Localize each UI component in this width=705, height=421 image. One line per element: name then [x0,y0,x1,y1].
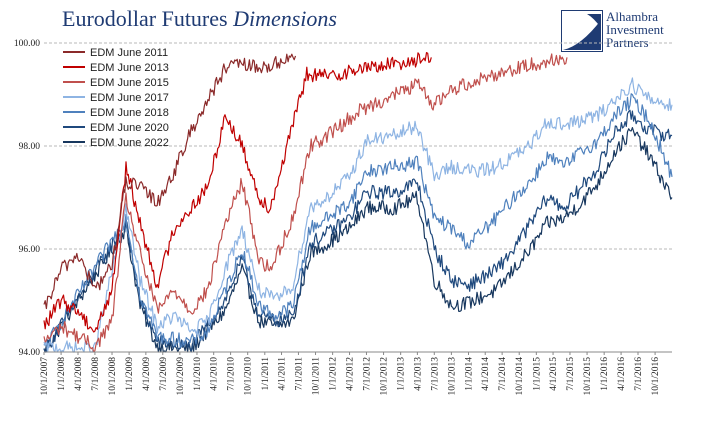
chart-title-italic: Dimensions [233,6,337,31]
legend-label: EDM June 2022 [90,137,169,149]
legend-label: EDM June 2020 [90,122,169,134]
y-tick-label: 94.00 [19,348,41,358]
x-tick-label: 4/1/2008 [74,357,84,391]
x-tick-label: 7/1/2008 [91,357,101,391]
x-tick-label: 1/1/2016 [600,357,610,391]
y-tick-label: 100.00 [14,39,40,49]
x-tick-label: 4/1/2011 [278,357,288,391]
y-tick-label: 98.00 [19,142,41,152]
x-tick-label: 7/1/2013 [430,357,440,391]
series-line [43,127,673,353]
x-tick-label: 7/1/2010 [227,357,237,391]
x-tick-label: 10/1/2011 [312,357,322,395]
x-tick-label: 10/1/2008 [108,357,118,396]
x-tick-label: 7/1/2015 [566,357,576,391]
x-tick-label: 4/1/2013 [413,357,423,391]
x-tick-label: 10/1/2010 [244,357,254,396]
legend-label: EDM June 2011 [90,47,168,59]
x-tick-label: 4/1/2009 [142,357,152,391]
series-line [43,52,432,333]
series-lines [43,52,673,353]
chart-title-main: Eurodollar Futures [62,6,228,31]
x-tick-label: 7/1/2011 [294,357,304,391]
x-tick-label: 1/1/2013 [397,357,407,391]
x-tick-label: 1/1/2014 [464,357,474,391]
x-tick-label: 10/1/2013 [447,357,457,396]
x-tick-label: 1/1/2008 [57,357,67,391]
legend-label: EDM June 2015 [90,77,169,89]
y-axis-ticks: 94.00 96.00 98.00 100.00 [14,39,40,358]
logo-line-3: Partners [606,35,649,50]
series-line [43,109,673,353]
x-tick-label: 7/1/2014 [498,357,508,391]
logo-line-2: Investment [606,22,664,37]
x-tick-label: 7/1/2009 [159,357,169,391]
x-axis-ticks: 10/1/2007 1/1/2008 4/1/2008 7/1/2008 10/1/20… [40,352,661,396]
y-tick-label: 96.00 [19,245,41,255]
x-tick-label: 1/1/2009 [125,357,135,391]
series-line [43,53,568,353]
x-tick-label: 4/1/2015 [549,357,559,391]
x-tick-label: 10/1/2016 [651,357,661,396]
x-tick-label: 10/1/2015 [583,357,593,396]
chart-title: Eurodollar Futures Dimensions [62,6,337,32]
x-tick-label: 1/1/2011 [261,357,271,391]
logo-line-1: Alhambra [606,9,658,24]
series-line [43,53,297,310]
legend-label: EDM June 2013 [90,62,169,74]
x-tick-label: 10/1/2014 [515,357,525,396]
x-tick-label: 10/1/2007 [40,357,50,396]
x-tick-label: 4/1/2010 [210,357,220,391]
series-line [43,93,673,349]
x-tick-label: 4/1/2016 [617,357,627,391]
x-tick-label: 10/1/2012 [380,357,390,396]
x-tick-label: 7/1/2016 [634,357,644,391]
x-tick-label: 1/1/2010 [193,357,203,391]
x-tick-label: 4/1/2012 [346,357,356,391]
x-tick-label: 10/1/2009 [176,357,186,396]
x-tick-label: 1/1/2015 [532,357,542,391]
x-tick-label: 4/1/2014 [481,357,491,391]
company-logo: Alhambra Investment Partners [561,8,701,54]
legend-label: EDM June 2018 [90,107,169,119]
legend-label: EDM June 2017 [90,92,169,104]
x-tick-label: 7/1/2012 [362,357,372,391]
x-tick-label: 1/1/2012 [329,357,339,391]
series-line [43,77,673,353]
legend: EDM June 2011 EDM June 2013 EDM June 2015 E… [63,47,169,149]
logo-text: Alhambra Investment Partners [606,10,664,49]
